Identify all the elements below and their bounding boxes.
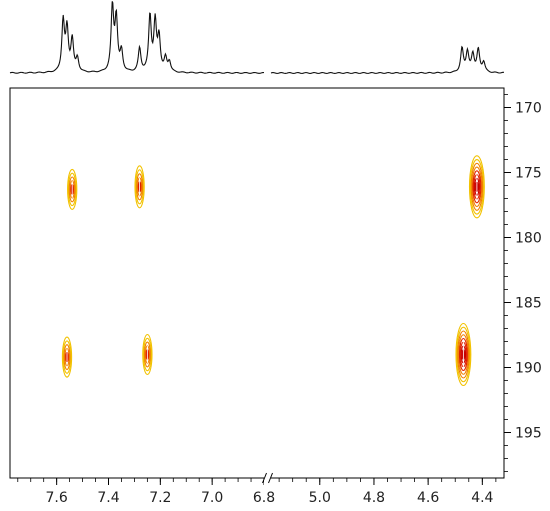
cross-peak [134, 165, 145, 209]
y-tick-label: 180 [515, 231, 542, 247]
peak-contour [468, 155, 485, 219]
x-tick-label: 7.0 [201, 490, 223, 506]
peak-contour [458, 334, 469, 375]
peak-contour [62, 340, 72, 374]
y-tick-label: 170 [515, 101, 542, 117]
projection-1d-spectrum [9, 1, 505, 74]
peak-contour [469, 159, 484, 215]
x-tick-label: 4.8 [363, 490, 385, 506]
peak-contour [471, 166, 483, 208]
peak-contour [67, 172, 77, 207]
peak-contour [455, 322, 472, 387]
x-axis: 7.6 7.4 7.2 7.0 6.8 5.0 4.8 4.6 4.4 [17, 472, 497, 506]
cross-peak [61, 336, 73, 378]
peak-contour [68, 176, 76, 203]
axis-break-mark [268, 472, 273, 484]
peak-contour [472, 170, 482, 204]
peak-contour [134, 165, 145, 209]
peak-contour [136, 173, 144, 201]
axis-break-gap [264, 472, 271, 486]
peak-contour [142, 333, 153, 376]
peak-contour [144, 345, 151, 364]
peak-contour [143, 337, 152, 372]
projection-trace-segment [9, 1, 265, 74]
peak-contour [64, 347, 70, 367]
cross-peak [455, 322, 472, 387]
projection-trace-segment [270, 45, 505, 74]
x-tick-label: 6.8 [253, 490, 275, 506]
x-tick-label: 4.6 [417, 490, 439, 506]
peak-contour [135, 169, 144, 205]
x-tick-label: 5.0 [309, 490, 331, 506]
x-tick-label: 4.4 [471, 490, 493, 506]
y-tick-label: 190 [515, 361, 542, 377]
y-tick-label: 175 [515, 166, 542, 182]
peak-contour [456, 326, 471, 383]
cross-peak [142, 333, 153, 376]
x-tick-label: 7.6 [46, 490, 68, 506]
cross-peaks [61, 155, 485, 387]
axis-break-mark [262, 472, 267, 484]
peak-contour [470, 162, 484, 211]
peak-contour [457, 330, 470, 379]
y-tick-label: 185 [515, 296, 542, 312]
peak-contour [67, 168, 78, 210]
cross-peak [67, 168, 78, 210]
y-axis: 170 175 180 185 190 195 [504, 94, 542, 472]
x-tick-label: 7.4 [97, 490, 119, 506]
peak-contour [61, 336, 73, 378]
peak-contour [458, 337, 468, 372]
y-tick-label: 195 [515, 426, 542, 442]
x-tick-label: 7.2 [149, 490, 171, 506]
peak-contour [63, 344, 71, 371]
cross-peak [468, 155, 485, 219]
peak-contour [143, 341, 151, 368]
peak-contour [69, 180, 75, 199]
plot-frame [9, 87, 505, 479]
